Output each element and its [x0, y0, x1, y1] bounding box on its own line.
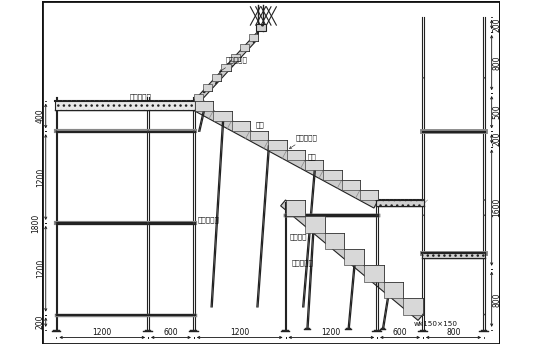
- Text: 混凝土模板: 混凝土模板: [220, 57, 248, 72]
- Text: 1200: 1200: [322, 328, 341, 337]
- Bar: [499, 0, 500, 344]
- Text: 1200: 1200: [230, 328, 249, 337]
- Text: 200: 200: [493, 132, 501, 146]
- Polygon shape: [249, 34, 258, 41]
- Text: 500: 500: [493, 105, 501, 119]
- Bar: [481, 330, 487, 332]
- Circle shape: [285, 215, 286, 216]
- Text: 1200: 1200: [93, 328, 112, 337]
- Text: 800: 800: [446, 328, 461, 337]
- Text: 混凝土模板: 混凝土模板: [289, 134, 318, 148]
- Bar: [305, 328, 309, 329]
- Circle shape: [483, 215, 485, 216]
- Bar: [373, 330, 380, 332]
- Polygon shape: [305, 160, 324, 170]
- Circle shape: [422, 314, 423, 315]
- Polygon shape: [268, 140, 287, 150]
- Text: 1200: 1200: [36, 167, 45, 187]
- Circle shape: [56, 314, 57, 315]
- Polygon shape: [344, 249, 364, 265]
- Polygon shape: [324, 170, 341, 180]
- Text: 800: 800: [493, 55, 501, 70]
- Polygon shape: [364, 265, 384, 282]
- Polygon shape: [281, 200, 423, 321]
- Polygon shape: [221, 64, 230, 71]
- Bar: [145, 330, 152, 332]
- Text: 600: 600: [393, 328, 408, 337]
- Polygon shape: [55, 101, 195, 110]
- Circle shape: [483, 253, 485, 254]
- Circle shape: [147, 131, 149, 132]
- Circle shape: [377, 215, 378, 216]
- Polygon shape: [194, 31, 258, 108]
- Polygon shape: [325, 233, 344, 249]
- Polygon shape: [231, 120, 250, 130]
- Circle shape: [147, 314, 149, 315]
- Circle shape: [483, 77, 485, 78]
- Circle shape: [56, 131, 57, 132]
- Text: 600: 600: [164, 328, 178, 337]
- Text: 混凝土模板: 混凝土模板: [292, 259, 313, 266]
- Text: 斜支: 斜支: [256, 122, 265, 128]
- Circle shape: [422, 215, 423, 216]
- Circle shape: [483, 314, 485, 315]
- Polygon shape: [240, 44, 249, 51]
- Polygon shape: [203, 84, 212, 91]
- Bar: [345, 329, 352, 330]
- Circle shape: [56, 223, 57, 224]
- Text: 1200: 1200: [36, 259, 45, 278]
- Text: 1600: 1600: [493, 198, 501, 217]
- Text: 400: 400: [36, 109, 45, 123]
- Polygon shape: [384, 282, 403, 298]
- Text: 模板支撑: 模板支撑: [289, 234, 307, 240]
- Bar: [346, 328, 351, 329]
- Circle shape: [422, 253, 423, 254]
- Text: wk150×150: wk150×150: [414, 321, 458, 327]
- Bar: [380, 328, 385, 329]
- Bar: [53, 330, 60, 332]
- Bar: [282, 330, 289, 332]
- Bar: [380, 329, 386, 330]
- Polygon shape: [194, 94, 203, 101]
- Polygon shape: [286, 200, 305, 216]
- Text: 混凝土模板: 混凝土模板: [130, 93, 151, 100]
- Polygon shape: [191, 101, 378, 208]
- Circle shape: [193, 223, 195, 224]
- Polygon shape: [195, 101, 214, 111]
- Polygon shape: [212, 74, 221, 81]
- Text: 立杆: 立杆: [307, 153, 316, 160]
- Polygon shape: [256, 24, 266, 31]
- Text: 水平杆加固: 水平杆加固: [198, 217, 220, 223]
- Text: 200: 200: [36, 315, 45, 329]
- Polygon shape: [376, 200, 424, 206]
- Polygon shape: [305, 216, 325, 233]
- Polygon shape: [403, 298, 423, 315]
- Polygon shape: [422, 254, 485, 258]
- Bar: [304, 329, 311, 330]
- Polygon shape: [341, 180, 360, 190]
- Circle shape: [422, 77, 423, 78]
- Polygon shape: [360, 190, 378, 200]
- Text: 1800: 1800: [31, 213, 41, 233]
- Circle shape: [483, 199, 485, 200]
- Circle shape: [422, 199, 423, 200]
- Bar: [420, 330, 427, 332]
- Text: 800: 800: [493, 292, 501, 306]
- Polygon shape: [230, 54, 240, 61]
- Circle shape: [147, 223, 149, 224]
- Circle shape: [193, 131, 195, 132]
- Bar: [190, 330, 197, 332]
- Polygon shape: [287, 150, 305, 160]
- Circle shape: [193, 314, 195, 315]
- Text: 200: 200: [493, 17, 501, 32]
- Polygon shape: [250, 130, 268, 140]
- Polygon shape: [214, 111, 231, 120]
